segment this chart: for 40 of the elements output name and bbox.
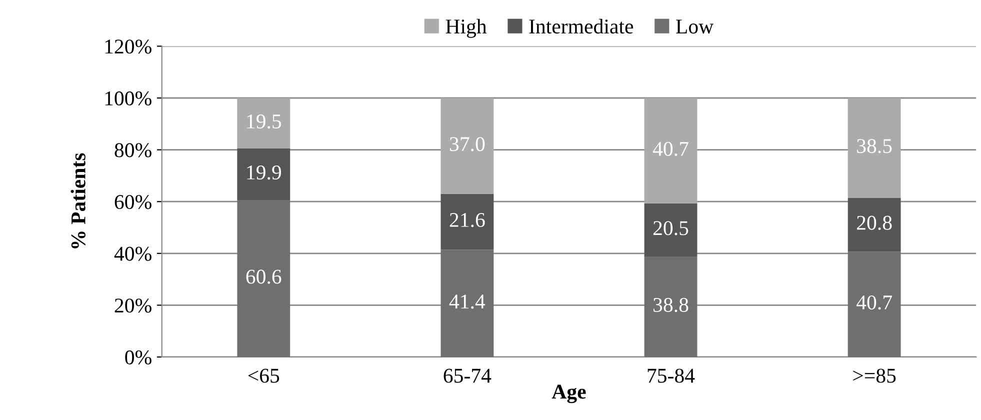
x-tick-label: >=85 [853, 368, 896, 383]
bar [237, 148, 290, 200]
bar [644, 256, 698, 357]
y-axis-title: % Patients [70, 153, 86, 248]
data-label: 37.0 [450, 137, 485, 152]
bar [237, 98, 290, 149]
data-label: 38.8 [654, 298, 688, 312]
x-tick-label: 65-74 [444, 368, 492, 383]
data-label: 19.9 [247, 165, 282, 180]
bar [440, 98, 494, 194]
data-label: 38.5 [857, 139, 892, 154]
data-label: 60.6 [246, 270, 282, 284]
bar [440, 250, 494, 357]
bar [440, 194, 494, 250]
data-label: 21.6 [450, 213, 485, 228]
bar [644, 98, 698, 204]
legend-label: Low [676, 20, 714, 34]
legend-label: High [446, 18, 487, 38]
x-axis-title: Age [552, 384, 586, 404]
bar [848, 198, 901, 252]
y-tick-label: 40% [114, 246, 152, 261]
bar [848, 98, 901, 198]
bar [848, 252, 901, 357]
data-label: 41.4 [449, 294, 486, 309]
x-tick-label: <65 [248, 368, 280, 383]
y-tick-label: 20% [114, 298, 152, 313]
data-label: 20.8 [857, 216, 892, 230]
legend-label: Intermediate [529, 18, 634, 34]
data-label: 19.5 [247, 114, 282, 129]
y-tick-label: 100% [105, 91, 152, 106]
data-label: 40.7 [652, 142, 688, 156]
data-label: 20.5 [653, 221, 688, 236]
bar [237, 200, 290, 357]
bar [644, 203, 698, 257]
y-tick-label: 60% [114, 194, 152, 210]
data-label: 40.7 [856, 295, 892, 310]
x-tick-label: 75-84 [648, 368, 695, 383]
y-tick-label: 0% [125, 350, 152, 364]
y-tick-label: 120% [105, 40, 152, 54]
y-tick-label: 80% [114, 143, 152, 158]
